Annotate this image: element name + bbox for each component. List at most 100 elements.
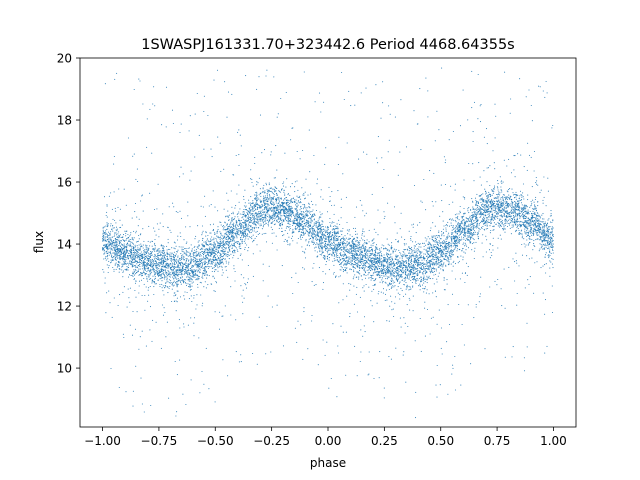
data-point [296,242,298,244]
data-point [223,168,225,170]
data-point [439,256,441,258]
data-point [392,280,394,282]
data-point [176,297,178,299]
data-point [191,276,193,278]
data-point [497,197,499,199]
data-point [134,282,137,284]
data-point [217,242,219,244]
data-point [201,239,204,241]
data-point [194,264,196,266]
data-point [341,242,344,244]
data-point [117,236,119,238]
data-point [510,233,512,235]
data-point [471,218,473,221]
data-point [352,227,355,229]
data-point [395,347,397,349]
data-point [211,247,213,249]
data-point [311,314,313,317]
data-point [185,263,187,265]
data-point [471,107,473,109]
data-point [234,270,236,273]
data-point [335,226,337,228]
data-point [108,248,110,250]
data-point [510,203,512,205]
data-point [522,209,524,211]
data-point [397,241,399,243]
data-point [475,241,477,243]
data-point [485,217,487,219]
data-point [350,245,352,247]
data-point [137,253,139,255]
data-point [339,275,341,277]
data-point [468,162,470,165]
data-point [231,223,233,225]
data-point [537,184,539,186]
data-point [367,272,369,274]
data-point [144,269,146,271]
data-point [202,230,204,232]
data-point [143,271,145,274]
data-point [125,391,127,393]
data-point [131,255,133,257]
data-point [255,208,257,210]
data-point [193,335,195,337]
data-point [150,263,152,265]
data-point [315,221,317,223]
data-point [448,262,450,264]
data-point [180,265,182,267]
data-point [277,213,279,215]
data-point [171,252,173,254]
data-point [546,92,548,94]
data-point [154,278,156,280]
data-point [210,253,213,255]
data-point [524,228,526,230]
data-point [523,238,525,240]
data-point [490,221,492,223]
data-point [433,270,436,272]
data-point [308,129,310,131]
data-point [532,210,534,212]
data-point [253,204,255,206]
data-point [169,285,171,287]
data-point [310,233,312,235]
data-point [509,211,511,213]
data-point [515,260,517,262]
data-point [480,209,482,211]
data-point [146,259,148,261]
data-point [273,193,275,196]
data-point [464,212,466,214]
data-point [130,238,132,241]
data-point [112,241,114,243]
data-point [331,244,333,247]
data-point [416,262,418,264]
data-point [180,277,182,279]
data-point [148,225,150,227]
data-point [304,197,306,199]
data-point [176,239,179,241]
data-point [210,148,212,150]
data-point [292,230,294,232]
data-point [282,345,285,347]
data-point [361,279,363,281]
data-point [384,273,387,276]
data-point [358,278,360,280]
data-point [388,356,390,358]
data-point [356,250,358,252]
data-point [486,197,488,199]
data-point [235,223,237,225]
data-point [306,244,308,246]
data-point [224,305,226,307]
data-point [319,246,321,248]
data-point [356,244,358,246]
data-point [385,278,387,280]
data-point [424,278,426,280]
data-point [198,262,200,264]
data-point [473,225,475,227]
data-point [185,259,188,261]
data-point [551,229,553,231]
data-point [440,253,442,255]
data-point [380,117,382,119]
data-point [379,257,381,259]
data-point [366,254,368,257]
data-point [228,263,230,265]
